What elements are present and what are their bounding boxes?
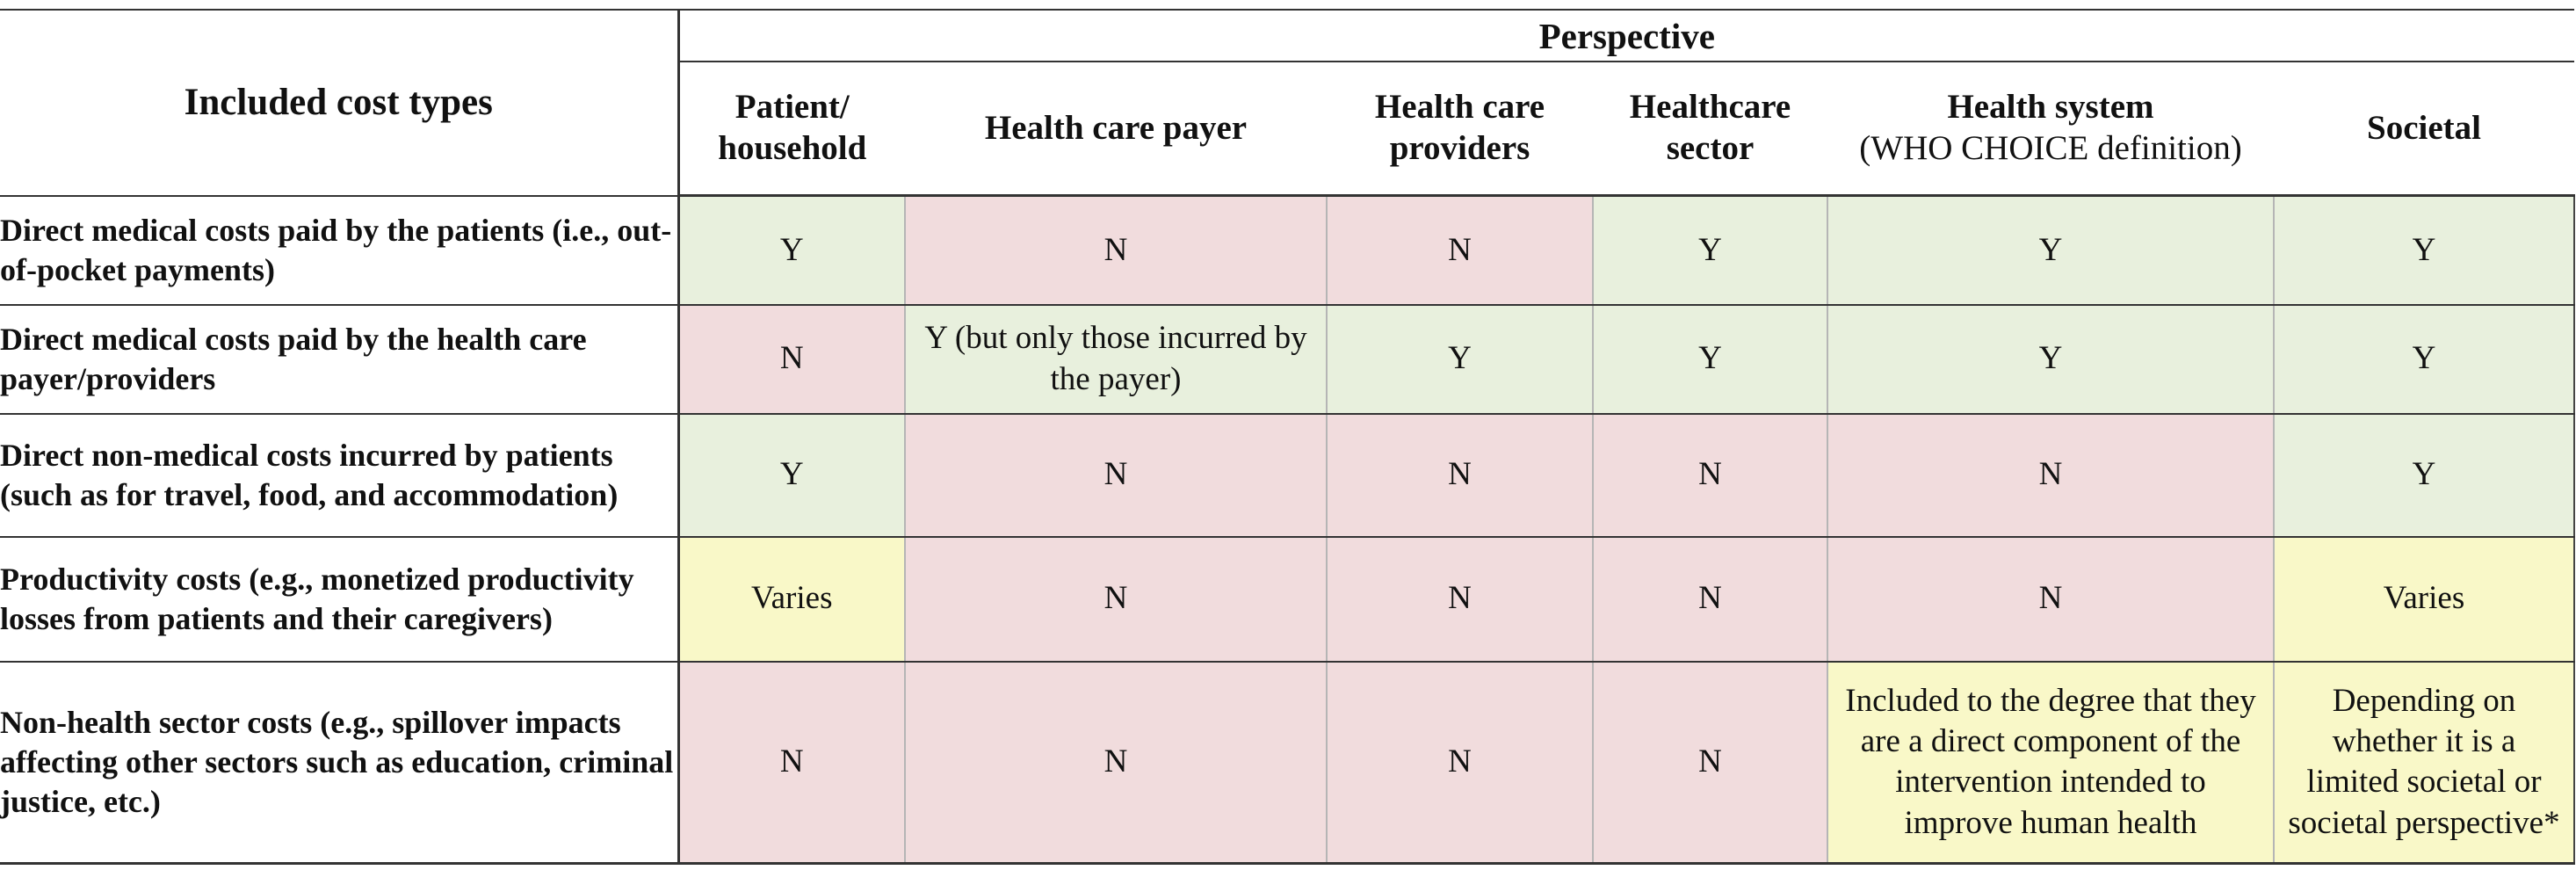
table-cell: N	[677, 303, 906, 415]
table-cell: N	[1326, 412, 1594, 538]
table-cell: Y	[677, 412, 906, 538]
cell-value: N	[1698, 456, 1722, 493]
table-cell: Y	[2273, 303, 2575, 415]
table-cell: N	[1592, 412, 1828, 538]
table-cell: Y	[2273, 194, 2575, 306]
table-cell: N	[904, 660, 1328, 865]
table-cell: N	[1326, 535, 1594, 663]
column-header: Health care providers	[1327, 62, 1593, 197]
perspective-header: Perspective	[678, 9, 2574, 62]
cell-value: Y	[2038, 340, 2063, 377]
column-subtitle: (WHO CHOICE definition)	[1859, 129, 2242, 167]
table-row: Direct medical costs paid by the patient…	[0, 194, 2575, 306]
cell-value: N	[1103, 231, 1128, 268]
column-title: Health care payer	[984, 108, 1248, 147]
cell-value: Y	[2412, 231, 2436, 268]
cell-value: N	[779, 743, 804, 780]
column-header: Healthcare sector	[1593, 62, 1827, 197]
table-row: Productivity costs (e.g., monetized prod…	[0, 535, 2575, 663]
table-cell: Included to the degree that they are a d…	[1827, 660, 2275, 865]
table-cell: Y	[2273, 412, 2575, 538]
table-cell: N	[1592, 535, 1828, 663]
cell-value: Y (but only those incurred by the payer)	[924, 320, 1307, 397]
cell-value: N	[1698, 743, 1722, 780]
cell-value: N	[2038, 580, 2063, 617]
row-label: Non-health sector costs (e.g., spillover…	[0, 661, 680, 865]
cell-value: Depending on whether it is a limited soc…	[2288, 682, 2560, 841]
cell-value: Y	[779, 231, 804, 268]
column-title: Healthcare sector	[1629, 88, 1791, 167]
table-cell: Y	[1827, 303, 2275, 415]
table-cell: N	[1326, 660, 1594, 865]
table-row: Direct non-medical costs incurred by pat…	[0, 412, 2575, 538]
cost-perspective-table: Included cost types Perspective Patient/…	[0, 9, 2575, 865]
table-cell: Y	[1827, 194, 2275, 306]
table-cell: Y	[1326, 303, 1594, 415]
table-cell: Y (but only those incurred by the payer)	[904, 303, 1328, 415]
cell-value: N	[1103, 580, 1128, 617]
cell-value: Varies	[2383, 580, 2465, 617]
column-header: Societal	[2274, 62, 2574, 197]
table-row: Direct medical costs paid by the health …	[0, 303, 2575, 415]
cell-value: Varies	[751, 580, 833, 617]
table-cell: N	[904, 194, 1328, 306]
table-cell: Varies	[2273, 535, 2575, 663]
cell-value: Y	[2412, 340, 2436, 377]
cell-value: Y	[1448, 340, 1472, 377]
column-header: Health care payer	[905, 62, 1327, 197]
column-header: Patient/ household	[678, 62, 905, 197]
cell-value: Y	[1698, 340, 1722, 377]
cell-value: N	[1103, 743, 1128, 780]
table-cell: N	[904, 412, 1328, 538]
table-cell: N	[1827, 535, 2275, 663]
cell-value: Y	[779, 456, 804, 493]
table-cell: N	[1592, 660, 1828, 865]
table-cell: N	[1326, 194, 1594, 306]
cell-value: N	[1103, 456, 1128, 493]
cell-value: N	[1448, 456, 1472, 493]
cell-value: Included to the degree that they are a d…	[1845, 682, 2256, 841]
cell-value: N	[1448, 743, 1472, 780]
table-cell: N	[904, 535, 1328, 663]
cell-value: Y	[2038, 231, 2063, 268]
table-cell: Y	[1592, 303, 1828, 415]
table-cell: Varies	[677, 535, 906, 663]
corner-header: Included cost types	[0, 9, 680, 197]
column-header: Health system (WHO CHOICE definition)	[1827, 62, 2274, 197]
table-cell: Y	[1592, 194, 1828, 306]
column-title: Patient/ household	[718, 88, 867, 167]
column-title: Health system	[1947, 88, 2154, 127]
cell-value: Y	[1698, 231, 1722, 268]
column-title: Societal	[2367, 108, 2481, 147]
cell-value: N	[779, 340, 804, 377]
table-cell: Y	[677, 194, 906, 306]
cell-value: N	[1448, 231, 1472, 268]
row-label: Direct non-medical costs incurred by pat…	[0, 413, 680, 538]
row-label: Direct medical costs paid by the health …	[0, 304, 680, 415]
cell-value: N	[2038, 456, 2063, 493]
table-cell: Depending on whether it is a limited soc…	[2273, 660, 2575, 865]
row-label: Productivity costs (e.g., monetized prod…	[0, 536, 680, 663]
cell-value: Y	[2412, 456, 2436, 493]
table-row: Non-health sector costs (e.g., spillover…	[0, 660, 2575, 865]
column-title: Health care providers	[1374, 88, 1545, 167]
table-cell: N	[677, 660, 906, 865]
cell-value: N	[1698, 580, 1722, 617]
row-label: Direct medical costs paid by the patient…	[0, 195, 680, 306]
cell-value: N	[1448, 580, 1472, 617]
table-cell: N	[1827, 412, 2275, 538]
